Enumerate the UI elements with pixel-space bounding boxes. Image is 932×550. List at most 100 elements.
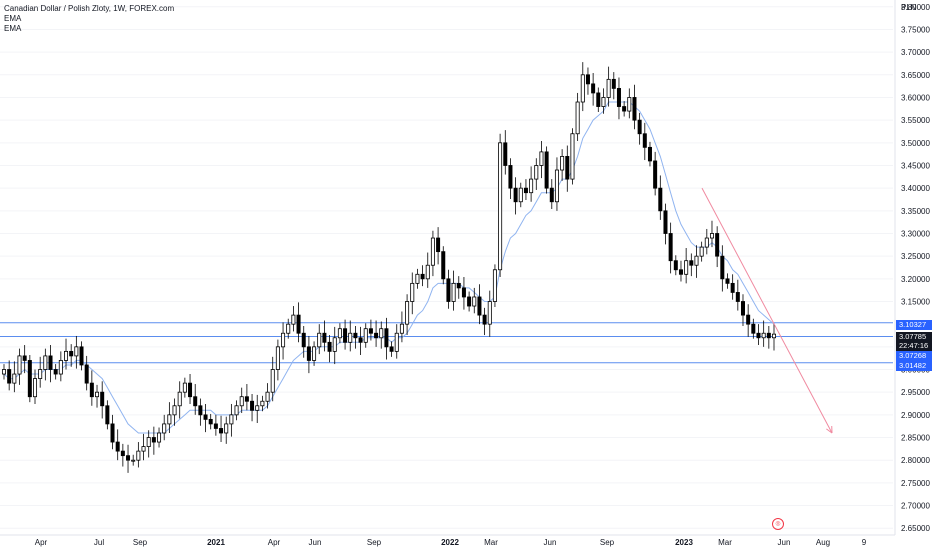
candle-body (167, 414, 172, 425)
countdown-tag: 22:47:16 (896, 341, 932, 351)
candle-body (239, 396, 244, 407)
ema-line (3, 101, 775, 434)
candle-body (529, 178, 534, 194)
time-tick-label: Aug (816, 538, 830, 547)
time-tick-label: Sep (367, 538, 382, 547)
price-tag-upper: 3.10327 (896, 320, 932, 330)
time-tick-label: Mar (718, 538, 732, 547)
currency-unit: PLN (901, 3, 917, 12)
price-tick-label: 3.15000 (901, 298, 930, 307)
price-tick-label: 2.75000 (901, 479, 930, 488)
candle-body (286, 323, 291, 334)
price-tick-label: 2.80000 (901, 456, 930, 465)
candle-body (673, 260, 678, 271)
tradingview-logo-icon[interactable]: ◎ (772, 518, 784, 530)
time-tick-label: 2023 (675, 538, 693, 547)
symbol-title[interactable]: Canadian Dollar / Polish Zloty, 1W, FORE… (4, 4, 175, 13)
candle-body (131, 459, 136, 462)
candle-body (508, 165, 513, 189)
candle-body (771, 333, 777, 339)
candle-body (663, 210, 668, 234)
candle-body (281, 332, 286, 348)
candle-body (374, 332, 379, 339)
candle-body (756, 332, 761, 339)
candle-body (306, 346, 311, 361)
candle-body (348, 332, 353, 343)
ema-legend-2[interactable]: EMA (4, 24, 22, 33)
candle-body (27, 360, 32, 398)
candle-body (162, 423, 167, 434)
ema-path (3, 101, 775, 434)
price-axis[interactable]: 3.80000 3.75000 3.70000 3.65000 3.60000 3.550… (901, 3, 930, 533)
candle-body (492, 269, 497, 302)
candle-body (699, 246, 704, 257)
candle-body (637, 119, 642, 135)
candle-body (198, 405, 203, 416)
candle-body (689, 260, 694, 266)
candle-body (544, 151, 549, 189)
price-tick-label: 3.35000 (901, 207, 930, 216)
candle-body (503, 142, 508, 166)
candle-body (725, 278, 730, 284)
price-tick-label: 2.65000 (901, 524, 930, 533)
candle-body (136, 450, 141, 461)
candle-body (596, 92, 601, 107)
candle-body (208, 418, 213, 425)
price-tick-label: 2.90000 (901, 411, 930, 420)
candle-body (368, 328, 373, 334)
candle-body (343, 328, 348, 343)
candle-body (17, 355, 22, 375)
horizontal-levels[interactable] (0, 322, 893, 364)
candle-body (89, 382, 94, 398)
candle-body (100, 391, 105, 407)
candle-body (53, 369, 58, 375)
candle-body (255, 405, 260, 411)
candle-body (694, 255, 699, 266)
candle-body (48, 355, 53, 370)
candle-body (296, 314, 301, 334)
candle-body (704, 237, 709, 248)
candle-body (33, 378, 38, 398)
trend-line[interactable] (701, 187, 833, 434)
price-tag-lower: 3.01482 (896, 361, 932, 371)
candle-body (601, 97, 606, 107)
candle-body (456, 282, 461, 289)
candles (1, 62, 777, 473)
candle-body (312, 346, 317, 361)
candle-body (591, 83, 596, 94)
time-axis[interactable]: Apr Jul Sep 2021 Apr Jun Sep 2022 Mar Jun Sep 2023 M… (35, 538, 867, 547)
trend-arrowhead (826, 428, 833, 434)
candle-body (684, 260, 689, 275)
price-tick-label: 3.20000 (901, 275, 930, 284)
candle-body (751, 323, 756, 334)
candle-body (394, 332, 399, 352)
price-tag-middle: 3.07268 (896, 351, 932, 361)
candle-body (69, 350, 74, 357)
candle-body (549, 187, 554, 203)
price-tick-label: 3.65000 (901, 71, 930, 80)
candle-body (632, 97, 637, 121)
price-tag-last: 3.07785 (896, 332, 932, 342)
price-tick-label: 3.25000 (901, 252, 930, 261)
candle-body (172, 405, 177, 416)
price-tick-label: 2.85000 (901, 434, 930, 443)
candle-body (12, 373, 17, 384)
candle-body (554, 169, 559, 203)
time-tick-label: 9 (862, 538, 867, 547)
time-tick-label: Jun (778, 538, 791, 547)
ema-legend-1[interactable]: EMA (4, 14, 22, 23)
candle-body (146, 437, 151, 447)
time-tick-label: Apr (35, 538, 48, 547)
candle-body (244, 396, 249, 402)
candle-body (115, 441, 120, 452)
candle-body (730, 282, 735, 293)
candle-body (622, 106, 627, 112)
candle-body (120, 450, 125, 457)
candle-body (141, 446, 146, 452)
candle-body (265, 391, 270, 402)
candle-body (420, 273, 425, 280)
candle-body (441, 251, 446, 280)
candle-body (668, 233, 673, 262)
candle-body (715, 233, 720, 257)
